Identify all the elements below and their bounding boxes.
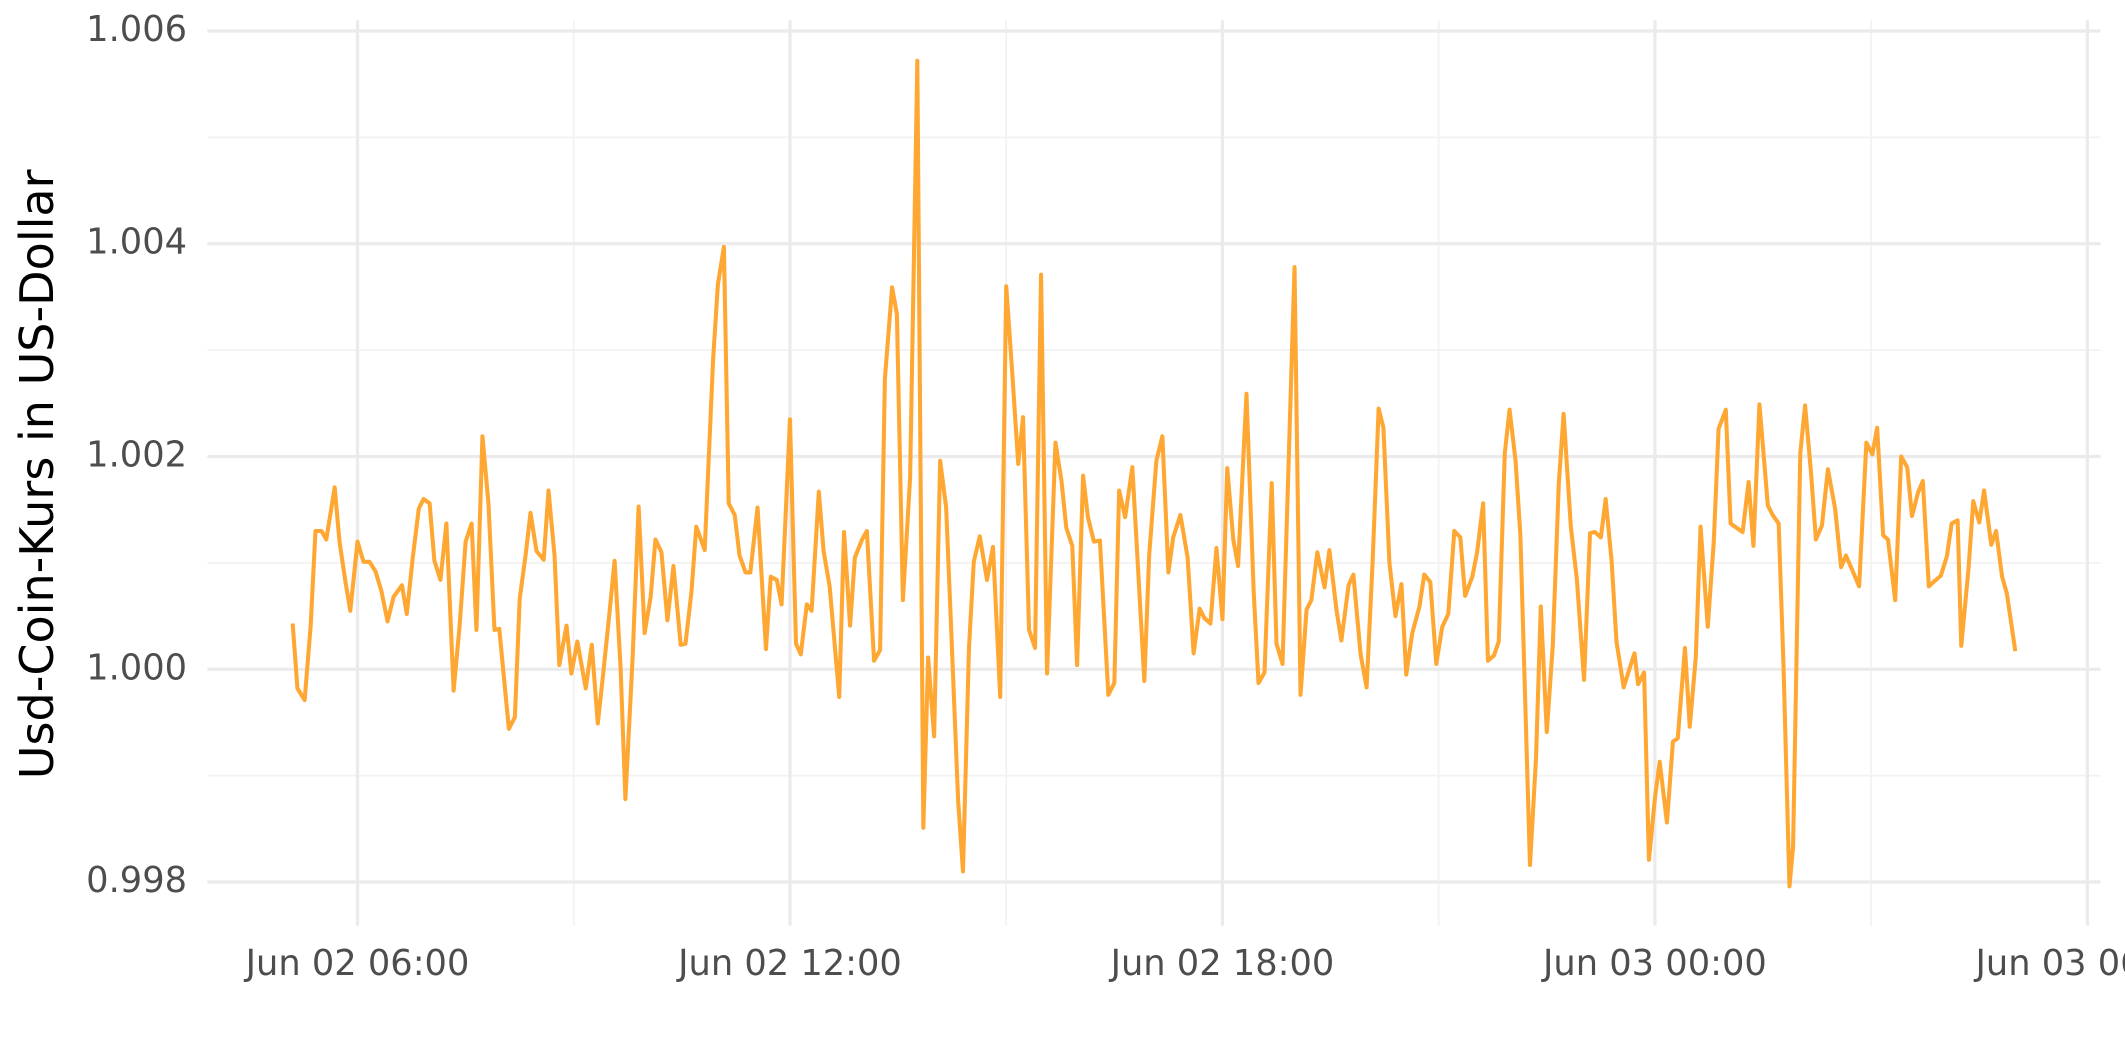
y-tick-label: 1.006 (86, 9, 187, 50)
x-tick-label: Jun 02 18:00 (1109, 943, 1335, 984)
price-line (290, 58, 2018, 889)
x-tick-label: Jun 02 12:00 (676, 943, 902, 984)
y-axis-label: Usd-Coin-Kurs in US-Dollar (10, 169, 64, 779)
x-tick-label: Jun 02 06:00 (244, 943, 470, 984)
y-tick-label: 1.004 (86, 222, 187, 263)
y-tick-label: 0.998 (86, 860, 187, 901)
x-tick-label: Jun 03 00:00 (1541, 943, 1767, 984)
y-tick-label: 1.000 (86, 647, 187, 688)
y-tick-label: 1.002 (86, 435, 187, 476)
grid (207, 20, 2101, 926)
x-tick-label: Jun 03 06:00 (1974, 943, 2125, 984)
